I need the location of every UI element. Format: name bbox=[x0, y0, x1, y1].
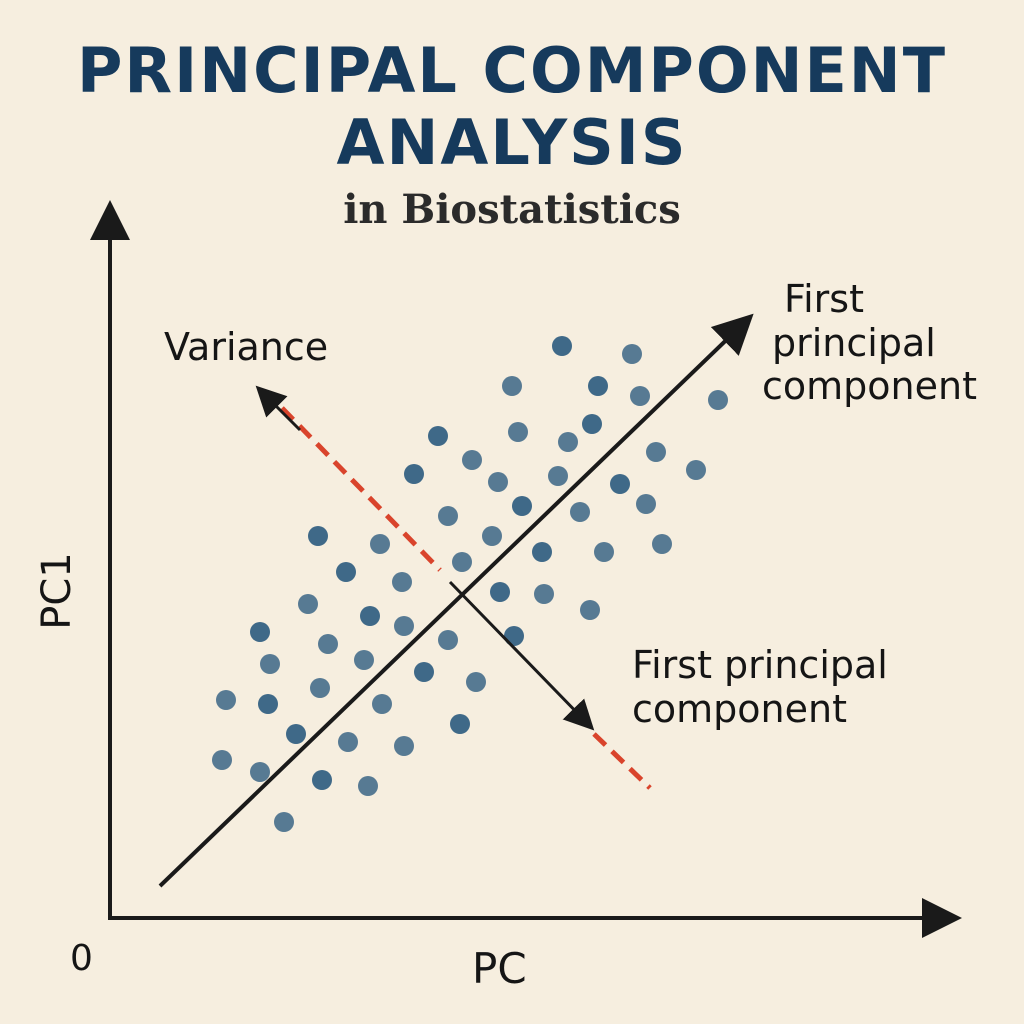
data-point bbox=[250, 762, 270, 782]
data-point bbox=[250, 622, 270, 642]
data-point bbox=[462, 450, 482, 470]
y-axis-label: PC1 bbox=[34, 552, 80, 630]
data-point bbox=[358, 776, 378, 796]
data-point bbox=[548, 466, 568, 486]
title-line-1: PRINCIPAL COMPONENT bbox=[76, 34, 947, 107]
variance-dashed-line bbox=[280, 406, 442, 572]
data-point bbox=[318, 634, 338, 654]
data-point bbox=[582, 414, 602, 434]
data-point bbox=[594, 542, 614, 562]
data-point bbox=[452, 552, 472, 572]
data-point bbox=[394, 616, 414, 636]
data-points bbox=[212, 336, 728, 832]
first-pc-label-top-line-2: principal bbox=[772, 320, 936, 365]
data-point bbox=[570, 502, 590, 522]
data-point bbox=[466, 672, 486, 692]
data-point bbox=[414, 662, 434, 682]
x-axis-label: PC bbox=[472, 944, 527, 993]
variance-label: Variance bbox=[164, 325, 329, 369]
title-line-2: ANALYSIS bbox=[336, 106, 688, 179]
data-point bbox=[532, 542, 552, 562]
data-point bbox=[610, 474, 630, 494]
data-point bbox=[260, 654, 280, 674]
data-point bbox=[394, 736, 414, 756]
variance-arrow bbox=[255, 385, 302, 432]
first-pc-label-top-line-3: component bbox=[762, 364, 977, 409]
data-point bbox=[558, 432, 578, 452]
data-point bbox=[392, 572, 412, 592]
data-point bbox=[622, 344, 642, 364]
data-point bbox=[708, 390, 728, 410]
data-point bbox=[308, 526, 328, 546]
second-component-arrow bbox=[448, 580, 595, 731]
data-point bbox=[370, 534, 390, 554]
data-point bbox=[488, 472, 508, 492]
data-point bbox=[630, 386, 650, 406]
first-pc-label-top: First principal component bbox=[762, 277, 1022, 409]
data-point bbox=[502, 376, 522, 396]
first-principal-component-arrow bbox=[158, 313, 754, 888]
data-point bbox=[428, 426, 448, 446]
data-point bbox=[404, 464, 424, 484]
subtitle: in Biostatistics bbox=[343, 186, 681, 233]
data-point bbox=[508, 422, 528, 442]
data-point bbox=[354, 650, 374, 670]
data-point bbox=[286, 724, 306, 744]
data-point bbox=[490, 582, 510, 602]
first-pc-label-top-line-1: First bbox=[784, 277, 864, 321]
data-point bbox=[212, 750, 232, 770]
data-point bbox=[310, 678, 330, 698]
data-point bbox=[438, 506, 458, 526]
data-point bbox=[298, 594, 318, 614]
data-point bbox=[552, 336, 572, 356]
data-point bbox=[450, 714, 470, 734]
data-point bbox=[372, 694, 392, 714]
data-point bbox=[646, 442, 666, 462]
variance-dashed-line-lower bbox=[592, 732, 652, 790]
data-point bbox=[534, 584, 554, 604]
data-point bbox=[336, 562, 356, 582]
data-point bbox=[636, 494, 656, 514]
origin-label: 0 bbox=[70, 938, 93, 979]
data-point bbox=[216, 690, 236, 710]
first-pc-label-bottom: First principal component bbox=[632, 643, 888, 731]
data-point bbox=[652, 534, 672, 554]
data-point bbox=[580, 600, 600, 620]
data-point bbox=[504, 626, 524, 646]
data-point bbox=[338, 732, 358, 752]
data-point bbox=[438, 630, 458, 650]
first-pc-label-bottom-line-1: First principal bbox=[632, 643, 888, 687]
data-point bbox=[588, 376, 608, 396]
data-point bbox=[360, 606, 380, 626]
data-point bbox=[482, 526, 502, 546]
data-point bbox=[512, 496, 532, 516]
first-pc-label-bottom-line-2: component bbox=[632, 686, 847, 731]
data-point bbox=[686, 460, 706, 480]
data-point bbox=[258, 694, 278, 714]
data-point bbox=[312, 770, 332, 790]
data-point bbox=[274, 812, 294, 832]
